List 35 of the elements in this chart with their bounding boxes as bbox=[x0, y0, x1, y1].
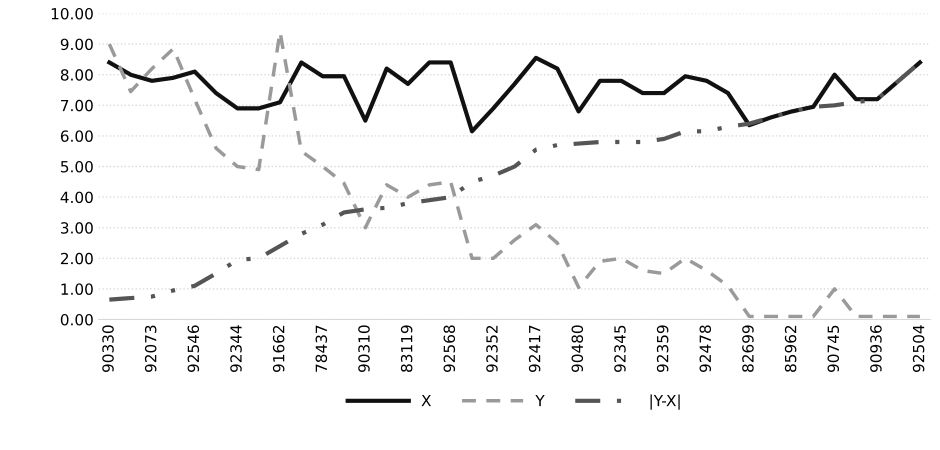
y-tick-label: 0.00 bbox=[60, 314, 93, 326]
y-tick-label: 6.00 bbox=[60, 130, 93, 142]
x-tick-label: 83119 bbox=[400, 325, 412, 372]
y-tick-label: 8.00 bbox=[60, 69, 93, 81]
y-tick-label: 2.00 bbox=[60, 252, 93, 264]
legend-label: Y bbox=[535, 394, 545, 406]
x-tick-label: 90310 bbox=[358, 325, 370, 372]
x-tick-label: 78437 bbox=[316, 326, 328, 372]
x-tick-label: 92417 bbox=[528, 326, 540, 372]
y-tick-label: 10.00 bbox=[52, 8, 93, 20]
x-tick-label: 92504 bbox=[912, 325, 924, 372]
y-tick-label: 5.00 bbox=[61, 160, 93, 173]
y-tick-label: 7.00 bbox=[61, 100, 93, 112]
line-series bbox=[107, 56, 922, 134]
x-tick-label: 92344 bbox=[230, 325, 242, 372]
x-tick-label: 92359 bbox=[656, 325, 668, 372]
x-tick-label: 92352 bbox=[486, 326, 498, 372]
x-tick-label: 90745 bbox=[827, 326, 840, 372]
x-tick-label: 92568 bbox=[444, 325, 456, 372]
x-tick-label: 90936 bbox=[870, 325, 882, 372]
legend-label: |Y-X| bbox=[650, 394, 680, 410]
x-tick-label: 85962 bbox=[784, 326, 796, 372]
y-tick-label: 3.00 bbox=[60, 222, 93, 234]
x-tick-label: 82699 bbox=[742, 325, 754, 372]
x-tick-label: 90330 bbox=[102, 325, 114, 372]
y-tick-label: 1.00 bbox=[62, 283, 93, 295]
y-tick-label: 4.00 bbox=[60, 192, 93, 204]
x-tick-label: 92546 bbox=[188, 325, 200, 372]
legend-label: X bbox=[421, 394, 432, 406]
x-tick-label: 92345 bbox=[614, 326, 626, 372]
y-tick-label: 9.00 bbox=[60, 38, 93, 50]
x-tick-label: 91662 bbox=[272, 326, 284, 372]
x-tick-label: 90480 bbox=[572, 325, 584, 372]
x-tick-label: 92073 bbox=[144, 326, 156, 372]
x-tick-label: 92478 bbox=[700, 325, 712, 372]
